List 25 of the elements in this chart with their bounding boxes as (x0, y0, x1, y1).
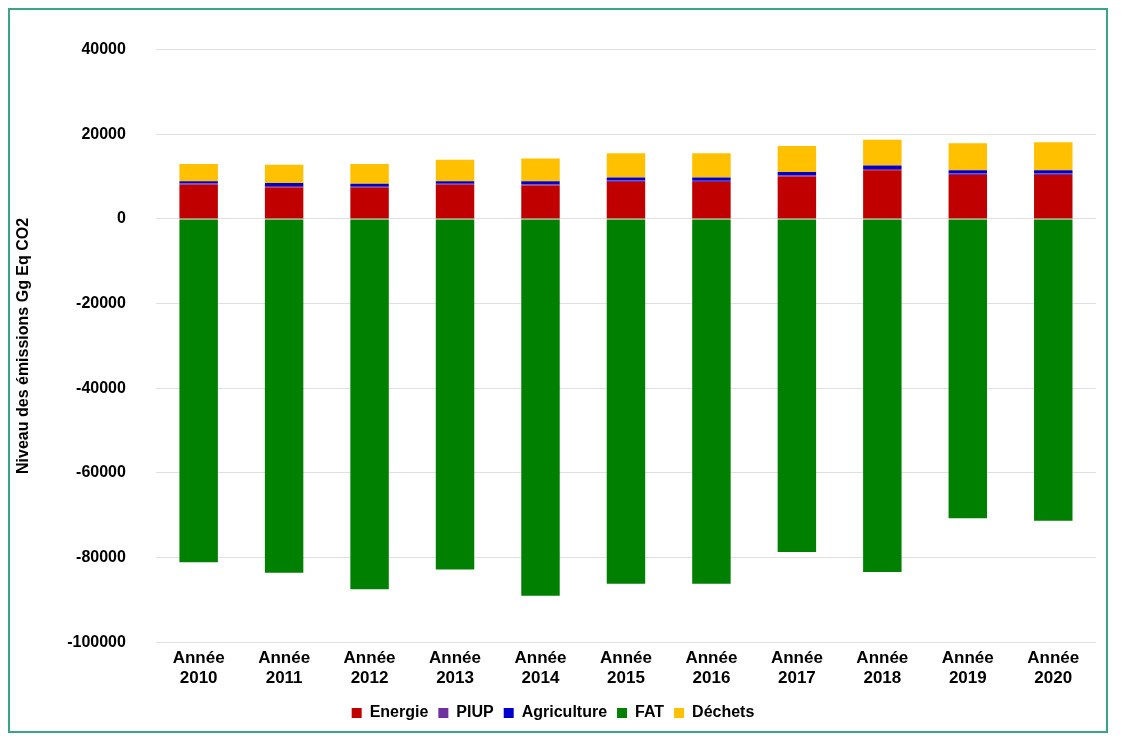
y-axis-title: Niveau des émissions Gg Eq CO2 (14, 217, 32, 474)
y-tick-label: -80000 (76, 547, 127, 565)
legend-label: Déchets (692, 703, 755, 721)
x-tick-label: Année 2020 (1027, 648, 1080, 688)
legend-label: Energie (369, 703, 429, 721)
x-tick-label: Année 2017 (770, 648, 823, 688)
y-tick-label: -20000 (76, 293, 127, 311)
legend-label: PIUP (456, 703, 495, 721)
y-tick-label: -100000 (67, 632, 127, 650)
y-tick-label: -40000 (76, 378, 127, 396)
y-tick-label: 40000 (81, 40, 127, 58)
x-tick-label: Année 2015 (599, 648, 652, 688)
legend-label: Agriculture (521, 703, 608, 721)
x-tick-label: Année 2016 (685, 648, 738, 688)
x-tick-label: Année 2011 (258, 648, 311, 688)
y-tick-label: 20000 (81, 124, 127, 142)
x-tick-label: Année 2014 (514, 648, 567, 688)
x-tick-label: Année 2010 (172, 648, 225, 688)
y-tick-label: 0 (117, 209, 127, 227)
legend-label: FAT (635, 703, 665, 721)
x-tick-label: Année 2019 (941, 648, 994, 688)
x-tick-label: Année 2012 (343, 648, 396, 688)
x-tick-label: Année 2018 (856, 648, 909, 688)
x-tick-label: Année 2013 (429, 648, 482, 688)
y-tick-label: -60000 (76, 463, 127, 481)
